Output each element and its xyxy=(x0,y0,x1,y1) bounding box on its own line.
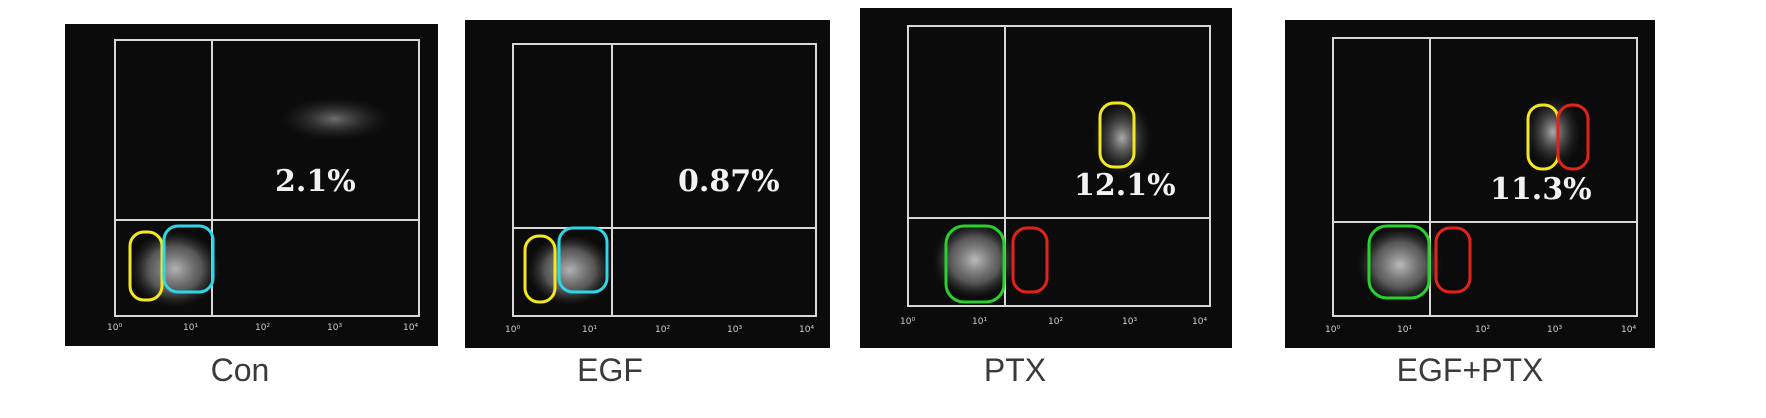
yellow-gate xyxy=(1098,101,1136,169)
flow-panel-ptx: 10⁰ 10¹ 10² 10³ 10⁴ 12.1% xyxy=(860,8,1232,348)
cell-population-cluster xyxy=(1358,227,1442,303)
scatter-plot-egf: 10⁰ 10¹ 10² 10³ 10⁴ xyxy=(505,43,817,335)
red-gate xyxy=(1434,226,1472,294)
green-gate xyxy=(1367,224,1431,300)
percentage-label: 2.1% xyxy=(275,164,356,199)
yellow-gate xyxy=(128,230,164,302)
flow-panel-egf-ptx: 10⁰ 10¹ 10² 10³ 10⁴ 11.3% xyxy=(1285,20,1655,348)
panel-caption-con: Con xyxy=(210,352,270,388)
svg-text:10⁰: 10⁰ xyxy=(107,323,122,333)
yellow-gate xyxy=(523,234,557,304)
percentage-label: 12.1% xyxy=(1074,168,1176,203)
svg-text:10¹: 10¹ xyxy=(183,323,198,333)
cyan-gate xyxy=(162,224,215,294)
cell-population-cluster xyxy=(528,235,612,305)
scatter-plot-ptx: 10⁰ 10¹ 10² 10³ 10⁴ xyxy=(900,25,1211,327)
svg-text:10¹: 10¹ xyxy=(972,317,987,327)
svg-text:10²: 10² xyxy=(1475,325,1490,335)
panel-caption-ptx: PTX xyxy=(983,352,1047,388)
svg-text:10⁰: 10⁰ xyxy=(1325,325,1340,335)
svg-text:10⁴: 10⁴ xyxy=(1192,317,1207,327)
svg-text:10¹: 10¹ xyxy=(582,325,597,335)
green-gate xyxy=(944,224,1006,304)
flow-panel-con: 10⁰ 10¹ 10² 10³ 10⁴ 2.1% xyxy=(65,24,438,346)
flow-panel-egf: 10⁰ 10¹ 10² 10³ 10⁴ 0.87% xyxy=(465,20,830,348)
svg-text:10²: 10² xyxy=(1048,317,1063,327)
svg-text:10⁰: 10⁰ xyxy=(900,317,915,327)
svg-text:10³: 10³ xyxy=(1547,325,1562,335)
svg-text:10⁴: 10⁴ xyxy=(799,325,814,335)
cell-population-cluster xyxy=(130,231,220,307)
scatter-plot-con: 10⁰ 10¹ 10² 10³ 10⁴ xyxy=(107,39,420,333)
percentage-label: 0.87% xyxy=(678,164,780,199)
apoptotic-cells-cluster xyxy=(1525,96,1581,168)
apoptotic-cells-cluster xyxy=(280,97,390,141)
percentage-label: 11.3% xyxy=(1490,172,1592,207)
svg-text:10⁴: 10⁴ xyxy=(403,323,418,333)
apoptotic-cells-cluster xyxy=(1092,100,1152,176)
svg-text:10⁰: 10⁰ xyxy=(505,325,520,335)
scatter-plot-egf-ptx: 10⁰ 10¹ 10² 10³ 10⁴ xyxy=(1325,37,1638,335)
panel-caption-egf-ptx: EGF+PTX xyxy=(1396,352,1544,388)
cyan-gate xyxy=(557,226,609,294)
svg-text:10³: 10³ xyxy=(327,323,342,333)
svg-text:10¹: 10¹ xyxy=(1397,325,1412,335)
red-gate xyxy=(1011,226,1049,294)
red-gate xyxy=(1556,103,1590,171)
svg-text:10³: 10³ xyxy=(727,325,742,335)
svg-text:10⁴: 10⁴ xyxy=(1621,325,1636,335)
panel-caption-egf: EGF xyxy=(577,352,643,388)
svg-text:10²: 10² xyxy=(655,325,670,335)
svg-text:10³: 10³ xyxy=(1122,317,1137,327)
cell-population-cluster xyxy=(933,222,1017,298)
svg-text:10²: 10² xyxy=(255,323,270,333)
